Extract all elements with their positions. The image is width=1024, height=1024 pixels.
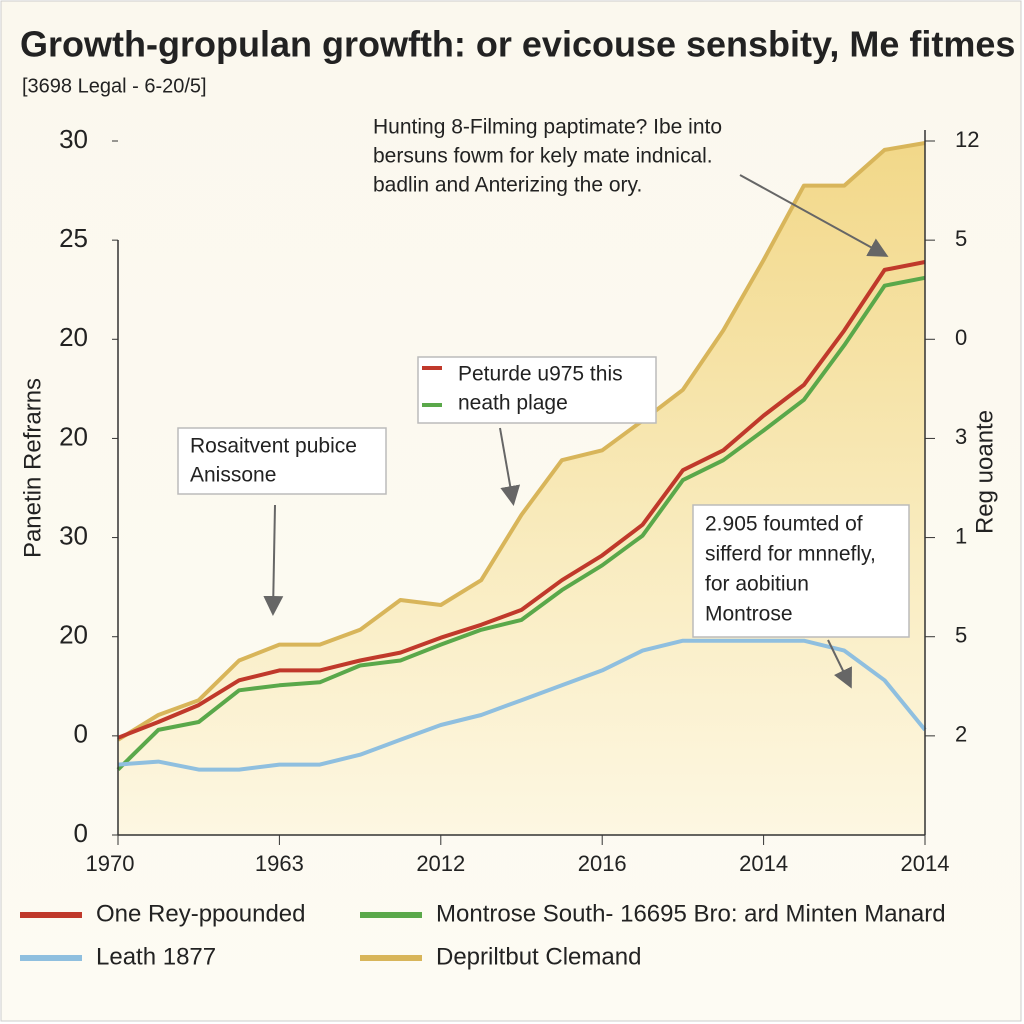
y-tick-label: 0 bbox=[74, 818, 88, 848]
x-tick-label: 2012 bbox=[416, 851, 465, 876]
line bbox=[117, 260, 926, 740]
annotation-arrow bbox=[263, 504, 284, 616]
x-tick-label: 2014 bbox=[739, 851, 788, 876]
line bbox=[116, 141, 926, 742]
annotation-text: for aobitiun bbox=[705, 573, 809, 596]
annotation-text: bersuns fowm for kely mate indnical. bbox=[373, 145, 713, 168]
chart-title: Growth-gropulan growfth: or evicouse sen… bbox=[20, 24, 1015, 65]
annotation-text: Hunting 8-Filming paptimate? Ibe into bbox=[373, 116, 722, 139]
y2-tick-label: 5 bbox=[955, 623, 967, 648]
x-tick-label: 1970 bbox=[86, 851, 135, 876]
y2-tick-label: 3 bbox=[955, 424, 967, 449]
annotation-text: 2.905 foumted of bbox=[705, 513, 863, 536]
annotation-text: Montrose bbox=[705, 603, 793, 626]
annotation-arrow bbox=[827, 639, 852, 689]
line bbox=[116, 275, 926, 772]
annotation-arrow bbox=[499, 427, 521, 506]
annotation-arrow bbox=[739, 174, 889, 257]
annotation-text: Anissone bbox=[190, 464, 276, 487]
y-tick-label: 30 bbox=[59, 124, 88, 154]
legend-label: Montrose South- 16695 Вro: ard Minten Ma… bbox=[436, 900, 946, 927]
area bbox=[118, 143, 925, 835]
y2-tick-label: 0 bbox=[955, 325, 967, 350]
annotation-box bbox=[177, 427, 387, 495]
y2-axis-label: Reg uoante bbox=[971, 410, 998, 534]
annotation-box bbox=[417, 356, 657, 424]
annotation-text: neath plage bbox=[458, 392, 568, 415]
y2-tick-label: 2 bbox=[955, 722, 967, 747]
y2-tick-label: 5 bbox=[955, 226, 967, 251]
y-tick-label: 20 bbox=[59, 421, 88, 451]
annotation-text: sifferd for mnnefly, bbox=[705, 543, 876, 566]
x-tick-label: 1963 bbox=[255, 851, 304, 876]
y-tick-label: 30 bbox=[59, 520, 88, 550]
line bbox=[117, 638, 927, 772]
chart-subtitle: [3698 Legal - 6-20/5] bbox=[22, 75, 207, 97]
y2-tick-label: 1 bbox=[955, 523, 967, 548]
annotation-text: Rosaitvent pubice bbox=[190, 435, 357, 458]
y-tick-label: 0 bbox=[74, 719, 88, 749]
x-tick-label: 2016 bbox=[578, 851, 627, 876]
legend-label: Leath 1877 bbox=[96, 943, 216, 970]
legend-label: One Rey-ppounded bbox=[96, 900, 305, 927]
y-tick-label: 25 bbox=[59, 223, 88, 253]
y-tick-label: 20 bbox=[59, 620, 88, 650]
y-axis-label: Panetin Refrarns bbox=[19, 378, 46, 558]
x-tick-label: 2014 bbox=[901, 851, 950, 876]
legend-label: Depriltbut Clemand bbox=[436, 943, 641, 970]
y-tick-label: 20 bbox=[59, 322, 88, 352]
annotation-text: badlin and Anterizing the ory. bbox=[373, 174, 642, 197]
annotation-box bbox=[692, 504, 910, 638]
annotation-text: Peturde u975 this bbox=[458, 363, 623, 386]
y2-tick-label: 12 bbox=[955, 127, 979, 152]
